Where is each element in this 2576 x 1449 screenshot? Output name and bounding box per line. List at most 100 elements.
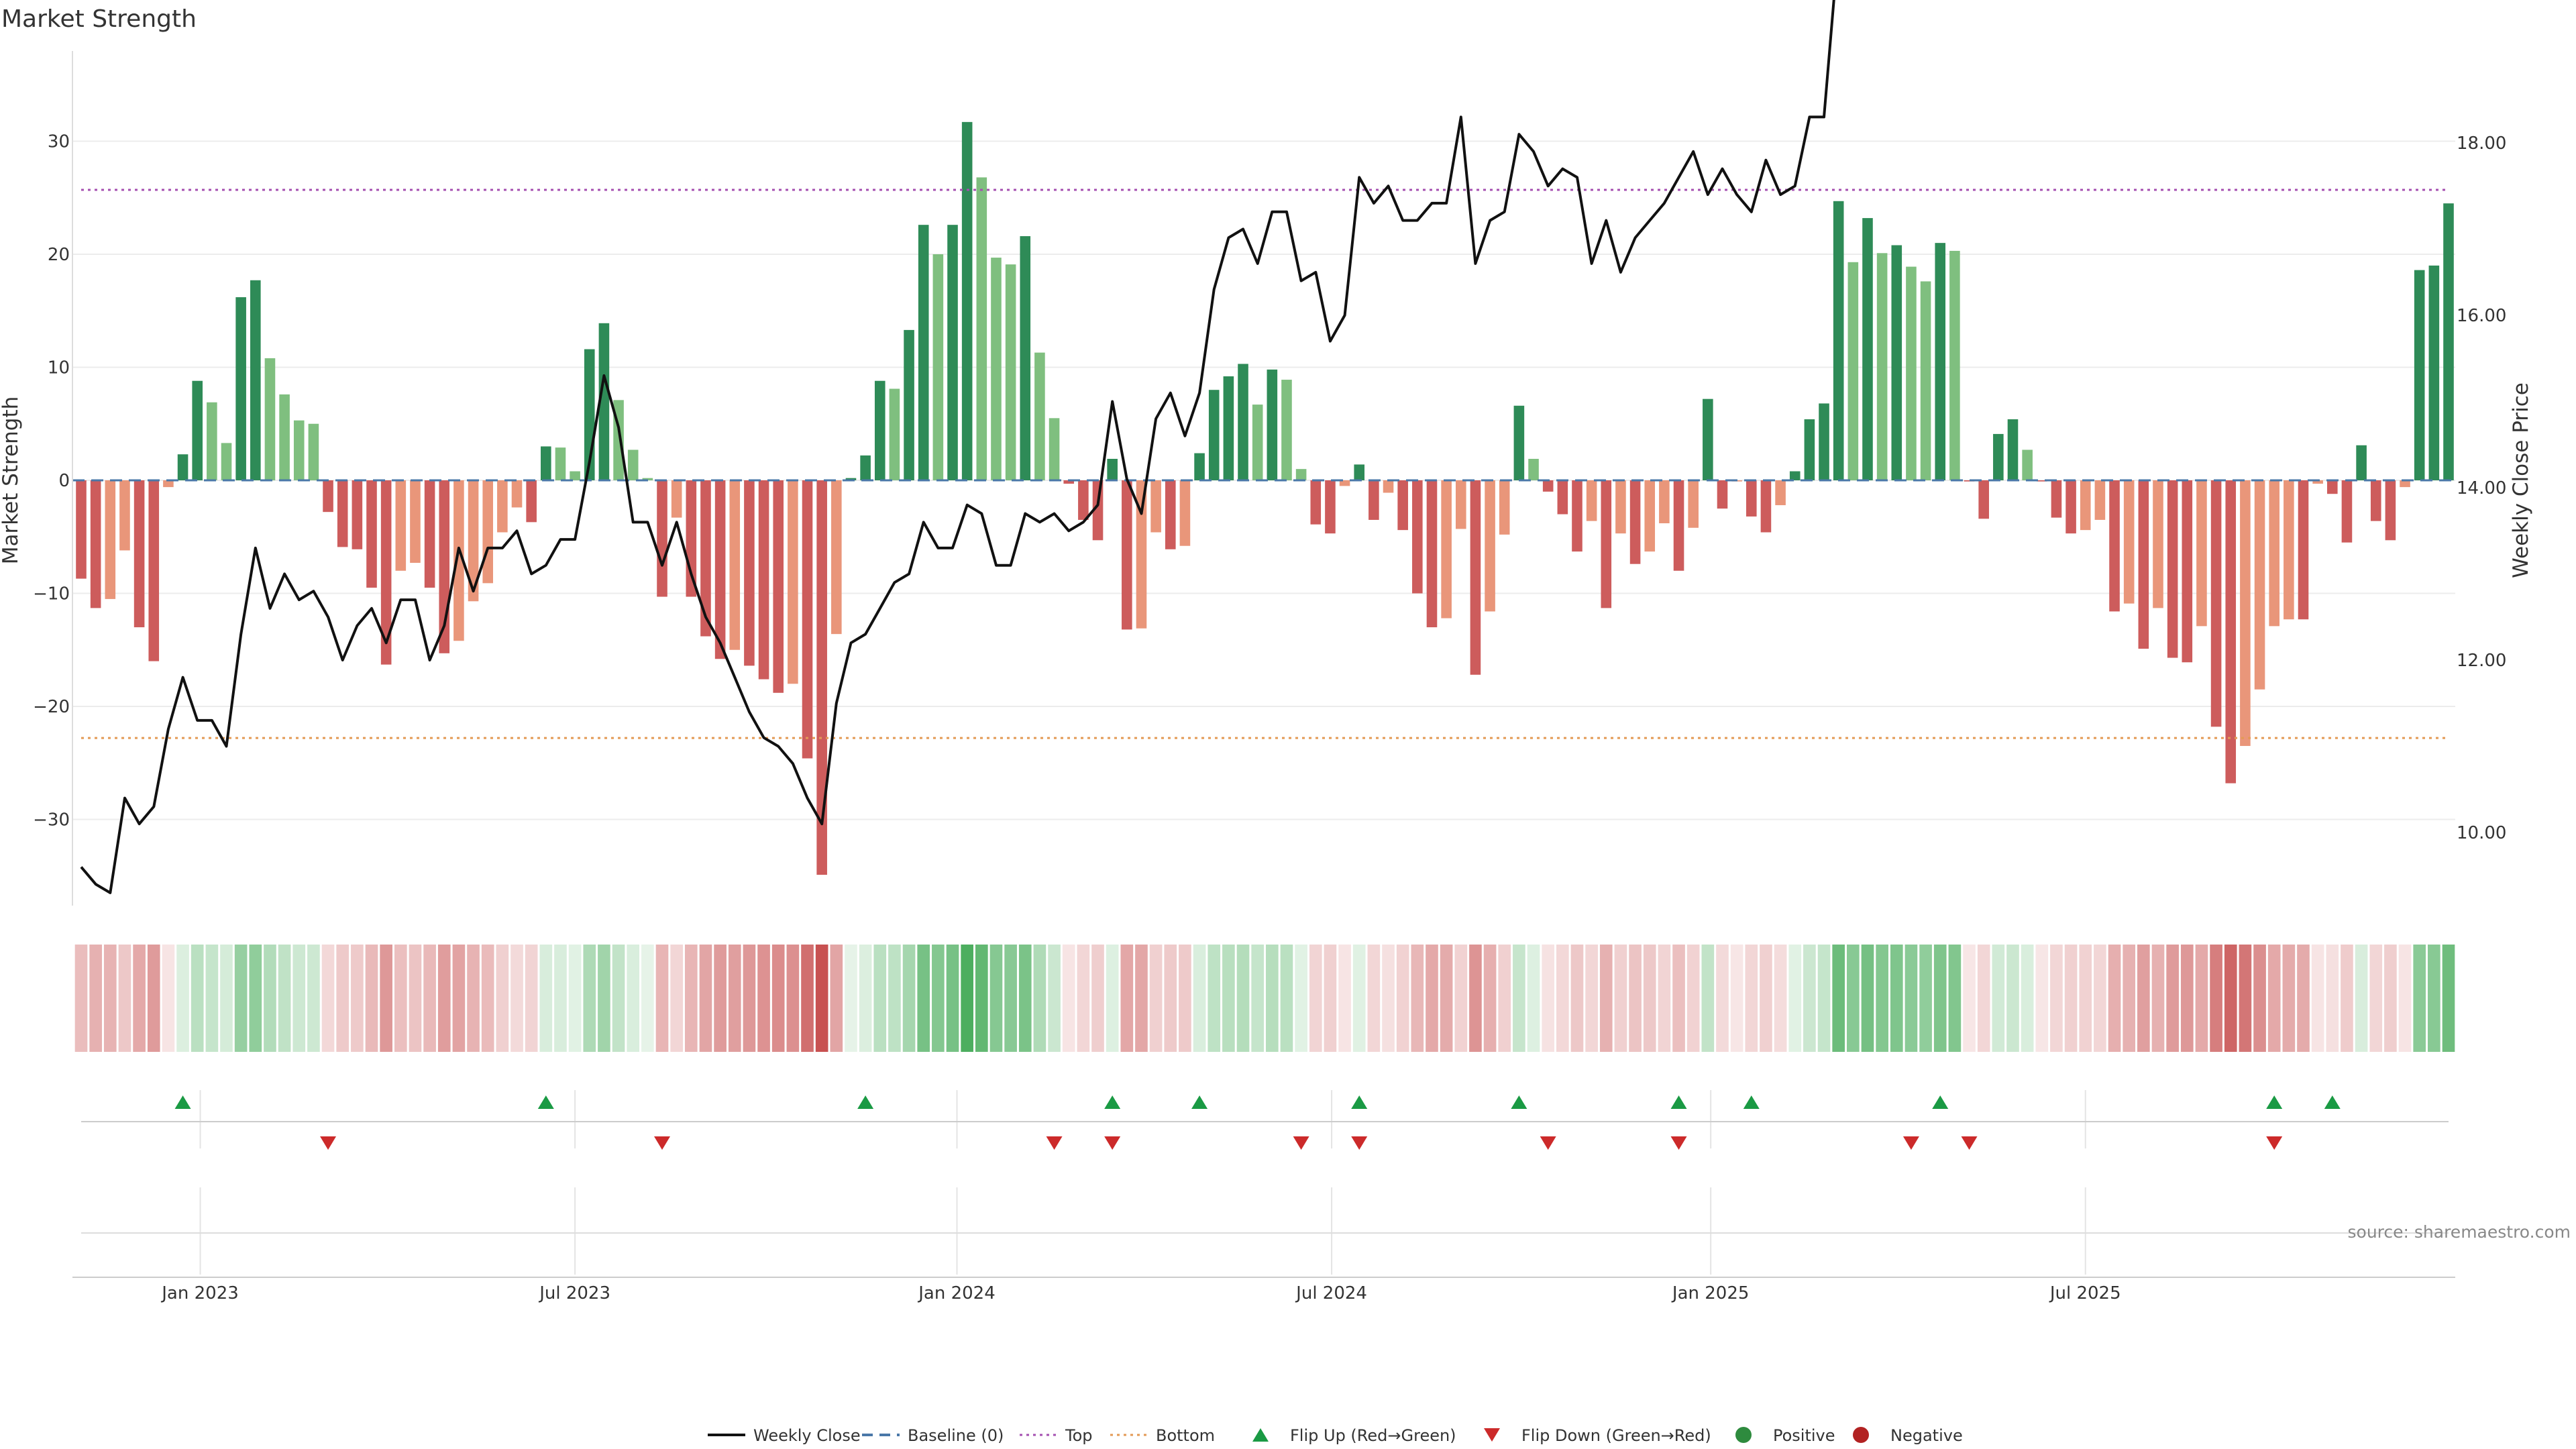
strength-bar <box>729 480 741 650</box>
legend-label: Weekly Close <box>753 1426 861 1445</box>
heat-cell <box>845 945 857 1052</box>
strength-bar <box>133 480 145 628</box>
heat-cell <box>684 945 698 1052</box>
flip-up-marker <box>2266 1095 2283 1109</box>
heat-cell <box>2239 945 2252 1052</box>
y-tick-label: 0 <box>58 471 70 491</box>
heat-cell <box>307 945 320 1052</box>
heat-cell <box>1033 945 1046 1052</box>
heat-cell <box>2297 945 2310 1052</box>
heat-cell <box>2079 945 2092 1052</box>
strength-bar <box>2370 480 2381 521</box>
strength-bar <box>541 446 551 480</box>
flip-down-marker <box>320 1136 337 1150</box>
heat-cell <box>1599 945 1613 1052</box>
strength-bar <box>1295 469 1307 480</box>
flip-up-marker <box>1743 1095 1760 1109</box>
heat-cell <box>1992 945 2005 1052</box>
legend-swatch <box>1735 1427 1752 1443</box>
heat-cell <box>539 945 553 1052</box>
heat-cell <box>757 945 770 1052</box>
legend-label: Bottom <box>1156 1426 1215 1445</box>
y-tick-label: 10 <box>48 358 70 378</box>
strength-bar <box>2341 480 2353 543</box>
heat-cell <box>2267 945 2281 1052</box>
left-y-axis: −30 −20 −10 0 10 20 30 <box>33 51 73 906</box>
legend-label: Top <box>1065 1426 1093 1445</box>
strength-bar <box>904 329 914 480</box>
heat-cell <box>118 945 131 1052</box>
strength-bar <box>2022 449 2033 480</box>
x-tick-label: Jul 2023 <box>538 1283 610 1303</box>
heat-cell <box>2123 945 2136 1052</box>
strength-bar <box>207 402 217 480</box>
heat-cell <box>1382 945 1395 1052</box>
strength-bar <box>874 380 885 480</box>
heat-cell <box>1454 945 1468 1052</box>
strength-bar <box>1252 405 1263 480</box>
strength-bar <box>1659 480 1670 524</box>
strength-bar <box>1455 480 1466 529</box>
strength-bar <box>1310 480 1322 525</box>
flip-down-marker <box>1046 1136 1063 1150</box>
heat-cell <box>1208 945 1221 1052</box>
flip-up-marker <box>1104 1095 1121 1109</box>
strength-bar <box>1847 262 1859 480</box>
heat-cell <box>2195 945 2208 1052</box>
strength-bar <box>1993 433 2004 480</box>
heat-cell <box>1266 945 1279 1052</box>
heat-cell <box>714 945 727 1052</box>
strength-bar <box>932 254 944 480</box>
strength-bar <box>2065 480 2076 534</box>
strength-bar <box>90 480 101 608</box>
strength-bar <box>1949 250 1960 480</box>
heat-cell <box>1788 945 1802 1052</box>
heat-cell <box>249 945 262 1052</box>
strength-bar <box>686 480 697 597</box>
heat-cell <box>2413 945 2426 1052</box>
heat-cell <box>1251 945 1264 1052</box>
flip-up-marker <box>1932 1095 1949 1109</box>
heat-cell <box>234 945 248 1052</box>
strength-bar <box>2240 480 2251 746</box>
heat-cell <box>1236 945 1250 1052</box>
strength-bar <box>410 480 421 564</box>
strength-bar <box>2196 480 2207 627</box>
heat-cell <box>2224 945 2237 1052</box>
heat-cell <box>2050 945 2063 1052</box>
flip-up-marker <box>1670 1095 1687 1109</box>
heat-cell <box>2108 945 2121 1052</box>
strength-bar <box>1194 453 1205 480</box>
y-tick-label: −20 <box>33 697 70 717</box>
flip-up-marker <box>1511 1095 1527 1109</box>
strength-bar <box>482 480 494 584</box>
heat-cell <box>278 945 291 1052</box>
heat-cell <box>873 945 887 1052</box>
heat-cell <box>481 945 494 1052</box>
legend-item: Weekly Close <box>708 1426 861 1445</box>
strength-bar <box>1717 480 1728 509</box>
x-tick-label: Jan 2025 <box>1671 1283 1750 1303</box>
heat-cell <box>1832 945 1845 1052</box>
strength-bar <box>2443 203 2454 480</box>
heat-cell <box>1556 945 1569 1052</box>
heat-cell <box>1847 945 1860 1052</box>
strength-bar <box>1760 480 1772 533</box>
heat-cell <box>1643 945 1656 1052</box>
legend-label: Flip Down (Green→Red) <box>1521 1426 1711 1445</box>
strength-bar <box>1179 480 1191 546</box>
strength-bar <box>2400 480 2410 488</box>
strength-bar <box>468 480 479 602</box>
strength-bar <box>918 225 929 480</box>
strength-bar <box>395 480 407 571</box>
strength-bar <box>1499 480 1510 535</box>
strength-bar <box>1078 480 1089 520</box>
strength-bar <box>671 480 682 518</box>
strength-bar <box>2036 480 2047 482</box>
strength-bar <box>1208 390 1220 480</box>
strength-bar <box>1819 403 1829 480</box>
strength-bar <box>148 480 160 661</box>
strength-bar <box>424 480 435 588</box>
strength-bar <box>366 480 377 588</box>
heat-cell <box>1861 945 1874 1052</box>
